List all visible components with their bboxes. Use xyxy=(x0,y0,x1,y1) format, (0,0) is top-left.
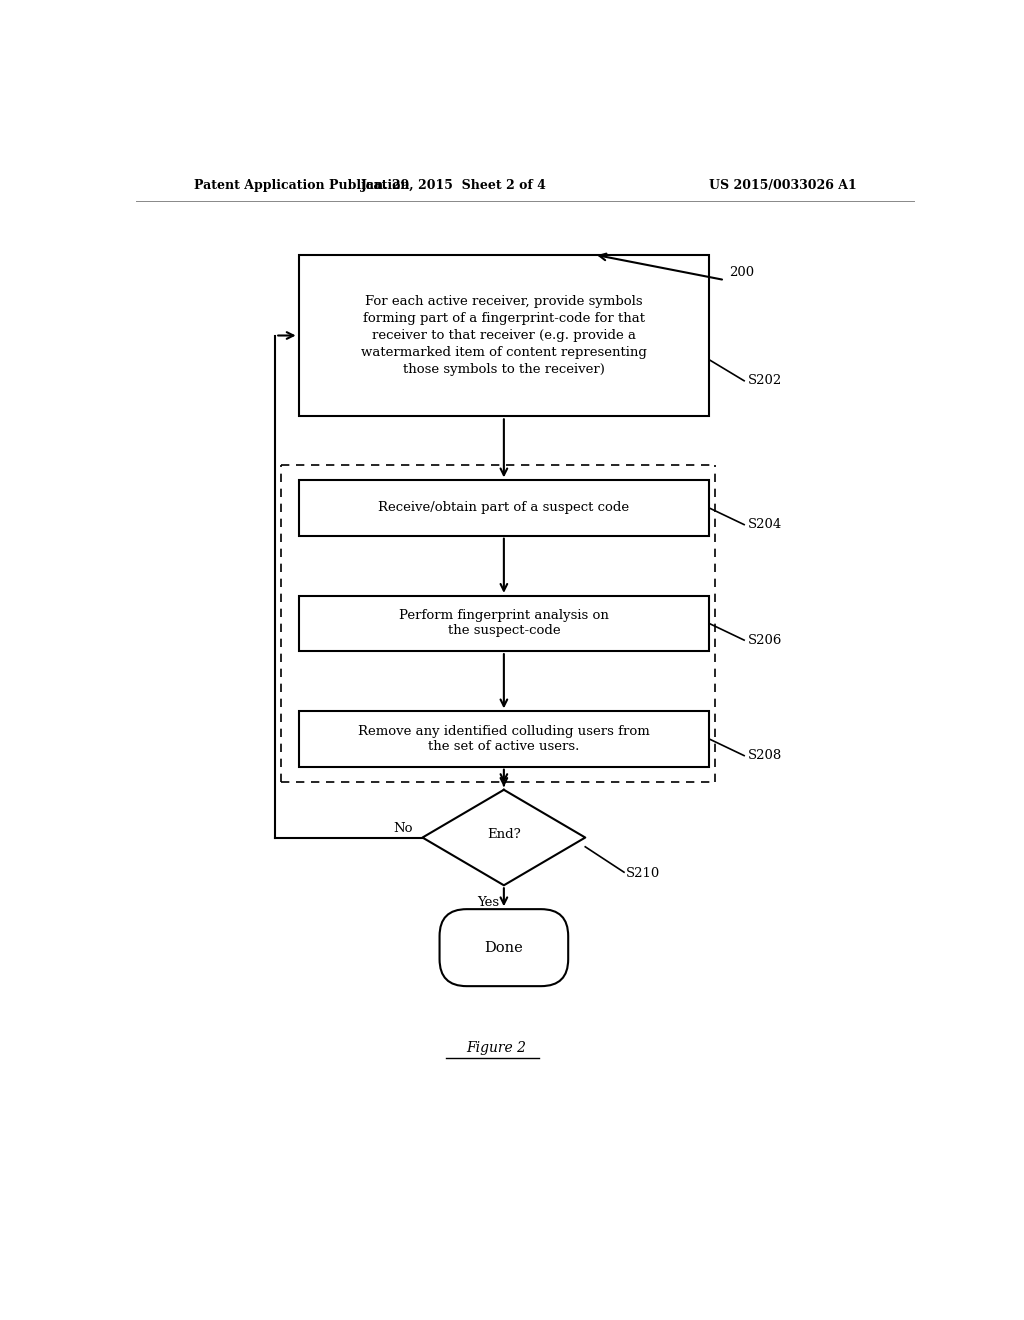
FancyBboxPatch shape xyxy=(299,255,710,416)
FancyBboxPatch shape xyxy=(299,480,710,536)
Text: Remove any identified colluding users from
the set of active users.: Remove any identified colluding users fr… xyxy=(358,725,650,752)
Text: Jan. 29, 2015  Sheet 2 of 4: Jan. 29, 2015 Sheet 2 of 4 xyxy=(360,178,547,191)
Text: End?: End? xyxy=(487,828,521,841)
FancyBboxPatch shape xyxy=(299,711,710,767)
FancyBboxPatch shape xyxy=(299,595,710,651)
Text: For each active receiver, provide symbols
forming part of a fingerprint-code for: For each active receiver, provide symbol… xyxy=(360,294,647,376)
Text: S206: S206 xyxy=(748,634,782,647)
Text: Patent Application Publication: Patent Application Publication xyxy=(194,178,410,191)
Text: Figure 2: Figure 2 xyxy=(466,1040,526,1055)
Polygon shape xyxy=(423,789,586,886)
Text: Done: Done xyxy=(484,941,523,954)
Text: Yes: Yes xyxy=(477,896,500,908)
Text: S208: S208 xyxy=(748,750,782,762)
Text: No: No xyxy=(393,822,414,834)
Text: US 2015/0033026 A1: US 2015/0033026 A1 xyxy=(709,178,856,191)
Text: S210: S210 xyxy=(626,867,659,880)
Text: S202: S202 xyxy=(748,375,782,387)
Text: Receive/obtain part of a suspect code: Receive/obtain part of a suspect code xyxy=(378,502,630,515)
Text: Perform fingerprint analysis on
the suspect-code: Perform fingerprint analysis on the susp… xyxy=(399,610,609,638)
Text: 200: 200 xyxy=(729,265,754,279)
Text: S204: S204 xyxy=(748,519,782,531)
FancyBboxPatch shape xyxy=(439,909,568,986)
